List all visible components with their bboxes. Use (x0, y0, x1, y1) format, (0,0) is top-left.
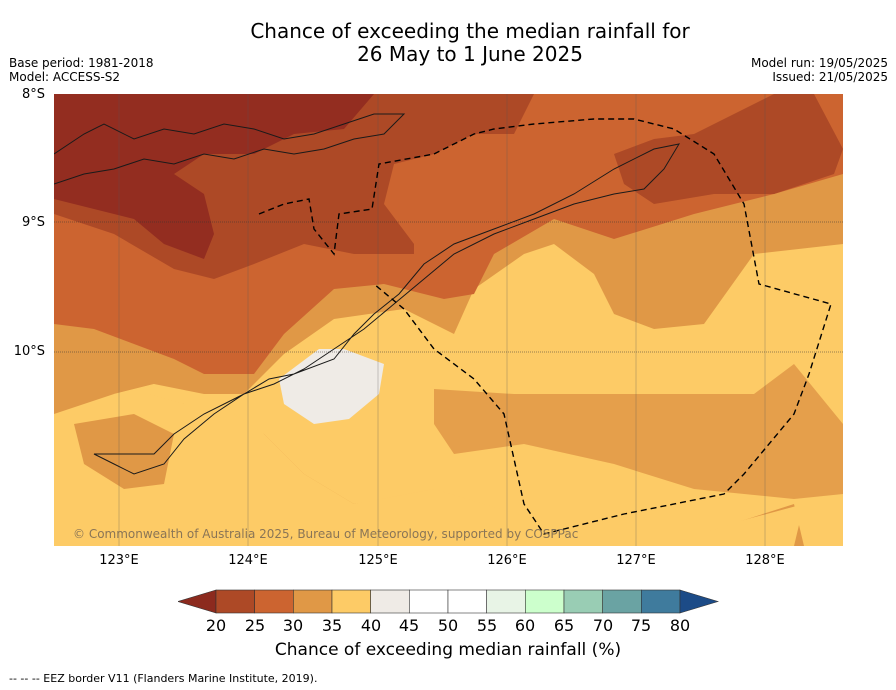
issued-date: Issued: 21/05/2025 (772, 70, 888, 84)
eez-legend-note: -- -- -- EEZ border V11 (Flanders Marine… (9, 672, 318, 685)
map-title: Chance of exceeding the median rainfall … (150, 20, 790, 66)
lat-label-8s: 8°S (21, 87, 45, 102)
colorbar-tick-80: 80 (669, 616, 691, 635)
colorbar-cell (486, 589, 526, 614)
colorbar-label: Chance of exceeding median rainfall (%) (274, 640, 622, 660)
colorbar-tick-35: 35 (321, 616, 343, 635)
colorbar-cell (602, 589, 642, 614)
lon-label-128e: 128°E (745, 553, 785, 568)
colorbar-tick-75: 75 (630, 616, 652, 635)
colorbar-cell (370, 589, 410, 614)
lon-label-127e: 127°E (616, 553, 656, 568)
lon-label-123e: 123°E (99, 553, 139, 568)
colorbar-cell (641, 589, 681, 614)
colorbar-tick-45: 45 (398, 616, 420, 635)
colorbar-cell (563, 589, 603, 614)
model-name: Model: ACCESS-S2 (9, 70, 121, 84)
colorbar-tick-65: 65 (553, 616, 575, 635)
lat-label-10s: 10°S (13, 344, 45, 359)
title-line-1: Chance of exceeding the median rainfall … (250, 19, 690, 43)
colorbar-cell (293, 589, 333, 614)
timor-coastline (93, 143, 681, 475)
colorbar-cell (447, 589, 487, 614)
model-run: Model run: 19/05/2025 (750, 56, 888, 70)
colorbar-tick-25: 25 (244, 616, 266, 635)
colorbar-over-arrow (679, 589, 720, 614)
base-info: Base period: 1981-2018 Model: ACCESS-S2 (9, 56, 154, 84)
region-below-20 (54, 94, 374, 259)
colorbar-cell (331, 589, 371, 614)
colorbar (176, 589, 720, 619)
lon-label-125e: 125°E (358, 553, 398, 568)
colorbar-tick-70: 70 (592, 616, 614, 635)
run-info: Model run: 19/05/2025 Issued: 21/05/2025 (751, 56, 888, 84)
copyright-notice: © Commonwealth of Australia 2025, Bureau… (73, 527, 579, 541)
base-period: Base period: 1981-2018 (9, 56, 154, 70)
colorbar-cell (215, 589, 255, 614)
region-30-35-band (434, 364, 843, 499)
colorbar-tick-55: 55 (476, 616, 498, 635)
lat-label-9s: 9°S (21, 215, 45, 230)
colorbar-tick-50: 50 (437, 616, 459, 635)
colorbar-tick-30: 30 (282, 616, 304, 635)
rainfall-map (53, 94, 843, 549)
eez-border (258, 118, 832, 535)
region-20-25-ne (614, 94, 843, 204)
title-line-2: 26 May to 1 June 2025 (357, 42, 583, 66)
region-30-35-sw (74, 414, 174, 489)
lon-label-124e: 124°E (228, 553, 268, 568)
colorbar-tick-20: 20 (205, 616, 227, 635)
flores-coastline (53, 113, 406, 185)
colorbar-cell (254, 589, 294, 614)
colorbar-cell (409, 589, 449, 614)
colorbar-cell (525, 589, 565, 614)
colorbar-under-arrow (176, 589, 217, 614)
colorbar-tick-40: 40 (360, 616, 382, 635)
lon-label-126e: 126°E (487, 553, 527, 568)
colorbar-tick-60: 60 (514, 616, 536, 635)
